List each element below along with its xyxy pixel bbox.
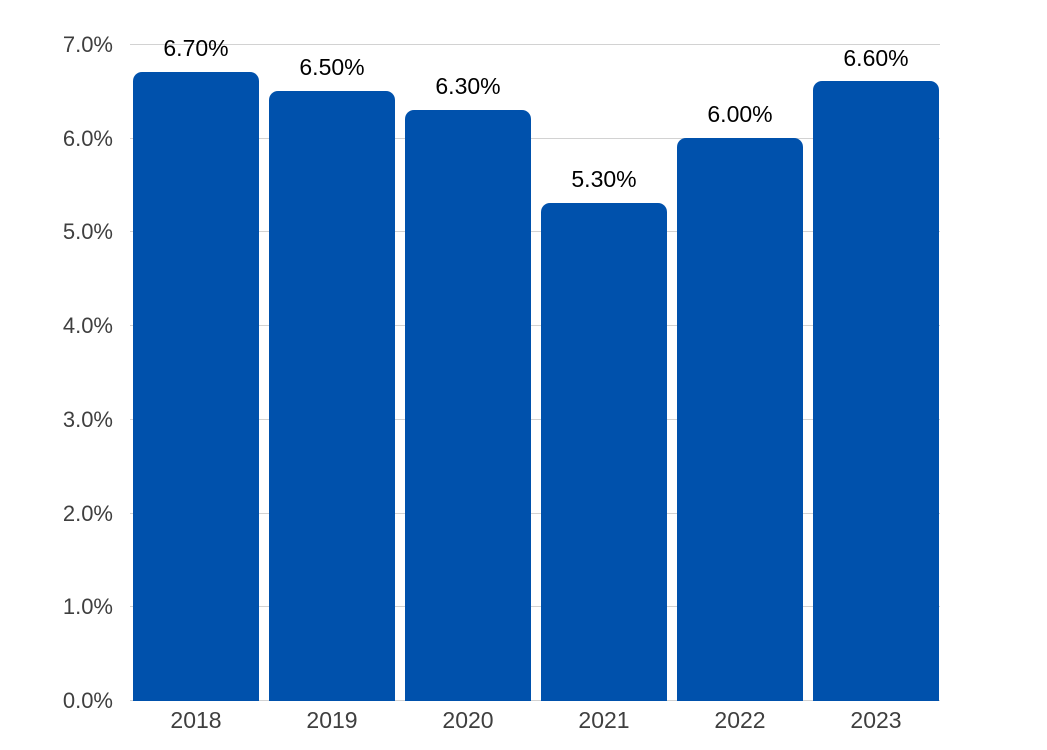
x-axis-tick-label-2023: 2023 — [850, 707, 902, 733]
gridline-1.0% — [130, 606, 940, 608]
x-axis-tick-label-2021: 2021 — [578, 707, 630, 733]
y-axis-tick-label: 5.0% — [62, 219, 113, 245]
bar-2021[interactable] — [541, 203, 667, 701]
data-label-2020: 6.30% — [435, 72, 501, 99]
data-label-2019: 6.50% — [299, 53, 365, 80]
gridline-7.0% — [130, 44, 940, 45]
gridline-2.0% — [130, 512, 940, 514]
x-axis-tick-label-2022: 2022 — [714, 707, 766, 733]
bar-2018[interactable] — [133, 72, 259, 701]
bar-2022[interactable] — [677, 137, 803, 701]
y-axis-tick-label: 2.0% — [62, 500, 113, 526]
data-label-2021: 5.30% — [571, 166, 637, 193]
x-axis-tick-label-2019: 2019 — [306, 707, 358, 733]
gridline-5.0% — [130, 231, 940, 233]
y-axis-tick-label: 3.0% — [62, 406, 113, 432]
data-label-2023: 6.60% — [843, 44, 909, 71]
gridline-4.0% — [130, 325, 940, 327]
bar-2023[interactable] — [813, 81, 939, 701]
gridline-3.0% — [130, 418, 940, 420]
gridline-6.0% — [130, 137, 940, 139]
data-label-2018: 6.70% — [163, 35, 229, 62]
data-label-2022: 6.00% — [707, 100, 773, 127]
gridline-0.0% — [130, 700, 940, 701]
bar-2019[interactable] — [269, 90, 395, 701]
x-axis-tick-label-2020: 2020 — [442, 707, 494, 733]
y-axis-tick-label: 0.0% — [62, 688, 113, 713]
y-axis-tick-label: 4.0% — [62, 313, 113, 339]
y-axis-tick-label: 7.0% — [62, 32, 113, 57]
bar-2020[interactable] — [405, 109, 531, 701]
x-axis-tick-label-2018: 2018 — [170, 707, 222, 733]
y-axis-tick-label: 1.0% — [62, 594, 113, 620]
y-axis-tick-label: 6.0% — [62, 125, 113, 151]
